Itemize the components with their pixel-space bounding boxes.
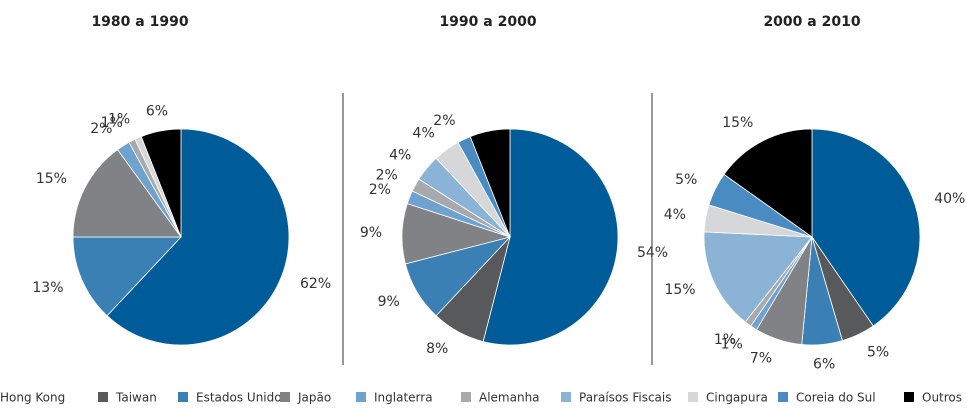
data-label: 1% (108, 112, 130, 128)
legend-label: Cingapura (706, 391, 768, 405)
data-label: 15% (722, 115, 753, 131)
data-label: 9% (378, 294, 400, 310)
data-label: 6% (813, 356, 835, 372)
pie-slice (106, 128, 290, 346)
legend-label: Alemanha (479, 391, 540, 405)
legend-swatch (178, 392, 188, 402)
data-label: 4% (664, 207, 686, 223)
legend-label: Hong Kong (0, 391, 65, 405)
data-label: 2% (90, 121, 112, 137)
legend-label: Inglaterra (374, 391, 433, 405)
data-label: 6% (146, 103, 168, 119)
legend-swatch (561, 392, 571, 402)
data-label: 15% (664, 282, 695, 298)
data-label: 15% (36, 171, 67, 187)
legend-swatch (461, 392, 471, 402)
pie-slice (140, 128, 182, 238)
data-label: 7% (750, 351, 772, 367)
legend-swatch (356, 392, 366, 402)
data-label: 5% (867, 345, 889, 361)
chart-title: 1980 a 1990 (91, 14, 188, 30)
data-label: 1% (721, 337, 743, 353)
pie-slice (723, 128, 813, 238)
legend-label: Coreia do Sul (796, 391, 876, 405)
pie-slice (811, 128, 921, 327)
data-label: 1% (101, 115, 123, 131)
legend-label: Outros (922, 391, 962, 405)
data-label: 9% (360, 225, 382, 241)
legend-label: Taiwan (115, 391, 157, 405)
pie-slice (469, 128, 511, 238)
legend-swatch (688, 392, 698, 402)
data-label: 5% (675, 172, 697, 188)
data-label: 2% (376, 167, 398, 183)
data-label: 2% (433, 113, 455, 129)
legend-label: Estados Unidos (196, 391, 288, 405)
legend-swatch (98, 392, 108, 402)
data-label: 40% (934, 191, 965, 207)
data-label: 62% (300, 276, 331, 292)
pie-slice (72, 236, 182, 317)
data-label: 2% (369, 182, 391, 198)
pie-slice (72, 149, 182, 238)
legend-label: Paraísos Fiscais (579, 391, 671, 405)
data-label: 8% (426, 341, 448, 357)
data-label: 1% (714, 332, 736, 348)
data-label: 4% (413, 125, 435, 141)
legend-swatch (280, 392, 290, 402)
legend-swatch (904, 392, 914, 402)
chart-title: 2000 a 2010 (763, 14, 860, 30)
data-label: 13% (32, 280, 63, 296)
chart-title: 1990 a 2000 (439, 14, 536, 30)
data-label: 4% (389, 147, 411, 163)
pie-slice (703, 231, 813, 323)
pie-slice (482, 128, 619, 346)
data-label: 54% (637, 245, 668, 261)
legend-swatch (778, 392, 788, 402)
legend-label: Japão (297, 391, 331, 405)
